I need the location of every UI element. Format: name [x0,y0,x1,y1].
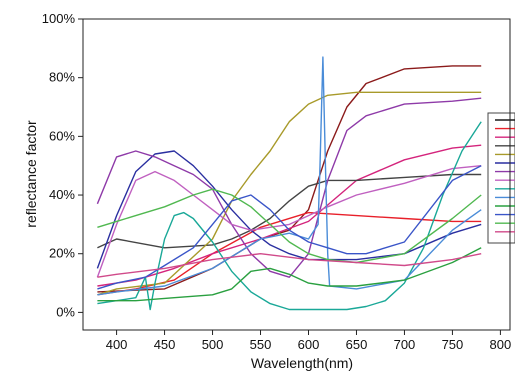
series-line-10 [97,56,482,296]
series-line-7 [96,97,482,278]
x-tick-label: 450 [154,337,176,352]
series-line-11 [97,247,482,302]
y-tick-label: 80% [49,70,75,85]
y-tick-label: 20% [49,246,75,261]
series-line-13 [97,188,482,264]
axes-layer: 400 450 500 550 600 650 700 750 800 0% 20% 40% 60% 80… [42,11,512,352]
x-tick-label: 550 [250,337,272,352]
legend [487,112,515,244]
x-tick-label: 500 [202,337,224,352]
x-axis-title: Wavelength(nm) [251,355,353,371]
x-tick-label: 800 [490,337,512,352]
x-tick-label: 700 [394,337,416,352]
y-tick-label: 0% [56,304,75,319]
series-line-8 [96,165,482,278]
y-tick-label: 60% [49,128,75,143]
y-tick-label: 100% [42,11,76,26]
series-line-5 [97,91,482,296]
series-line-4 [97,173,482,249]
x-tick-label: 650 [346,337,368,352]
x-tick-label: 400 [106,337,128,352]
series-layer [96,56,482,311]
x-tick-label: 750 [442,337,464,352]
plot-frame [82,18,511,331]
series-line-14 [97,253,482,278]
series-line-3 [97,144,482,287]
x-tick-label: 600 [298,337,320,352]
y-axis-title: reflectance factor [23,120,39,228]
y-tick-label: 40% [49,187,75,202]
